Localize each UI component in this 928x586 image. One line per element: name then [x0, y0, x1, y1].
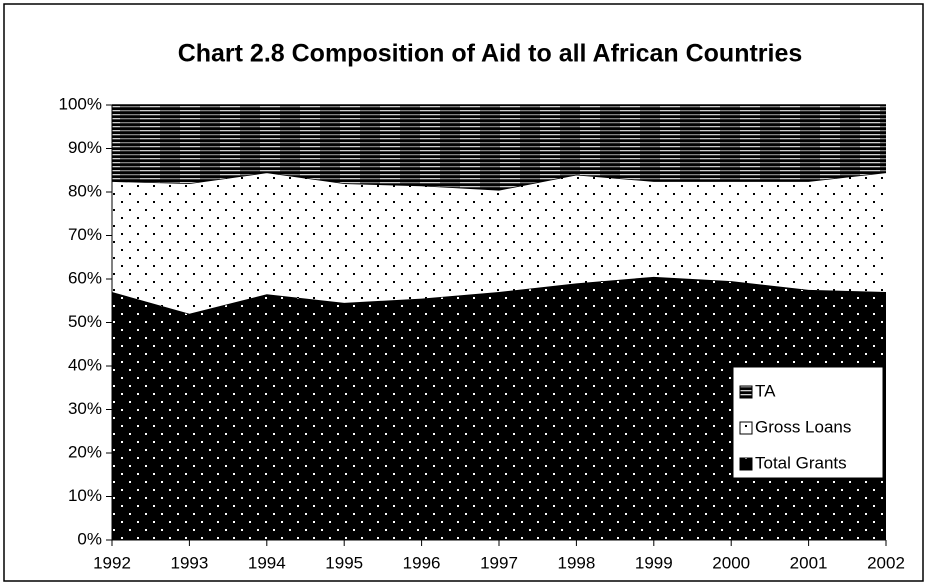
x-tick-label: 2001: [790, 553, 828, 572]
x-tick-label: 2000: [712, 553, 750, 572]
x-tick-label: 1998: [557, 553, 595, 572]
y-tick-label: 70%: [68, 225, 102, 244]
y-tick-label: 20%: [68, 442, 102, 461]
legend-swatch: [739, 457, 753, 471]
x-tick-label: 1996: [403, 553, 441, 572]
legend-swatch: [739, 421, 753, 435]
legend-label: TA: [755, 381, 776, 400]
x-tick-label: 2002: [867, 553, 905, 572]
legend-swatch: [739, 385, 753, 399]
y-tick-label: 90%: [68, 138, 102, 157]
x-tick-label: 1997: [480, 553, 518, 572]
chart-title: Chart 2.8 Composition of Aid to all Afri…: [178, 40, 803, 68]
legend-label: Total Grants: [755, 453, 847, 472]
y-tick-label: 30%: [68, 399, 102, 418]
y-tick-label: 40%: [68, 355, 102, 374]
x-tick-label: 1992: [93, 553, 131, 572]
area: [112, 276, 886, 540]
x-tick-label: 1999: [635, 553, 673, 572]
area: [112, 172, 886, 314]
y-tick-label: 80%: [68, 181, 102, 200]
legend-box: [732, 366, 884, 479]
y-tick-label: 10%: [68, 486, 102, 505]
y-tick-label: 50%: [68, 312, 102, 331]
area: [112, 105, 886, 190]
y-tick-label: 100%: [59, 94, 102, 113]
x-tick-label: 1995: [325, 553, 363, 572]
x-tick-label: 1994: [248, 553, 286, 572]
x-tick-label: 1993: [170, 553, 208, 572]
y-tick-label: 60%: [68, 268, 102, 287]
y-tick-label: 0%: [77, 529, 102, 548]
legend-label: Gross Loans: [755, 417, 851, 436]
